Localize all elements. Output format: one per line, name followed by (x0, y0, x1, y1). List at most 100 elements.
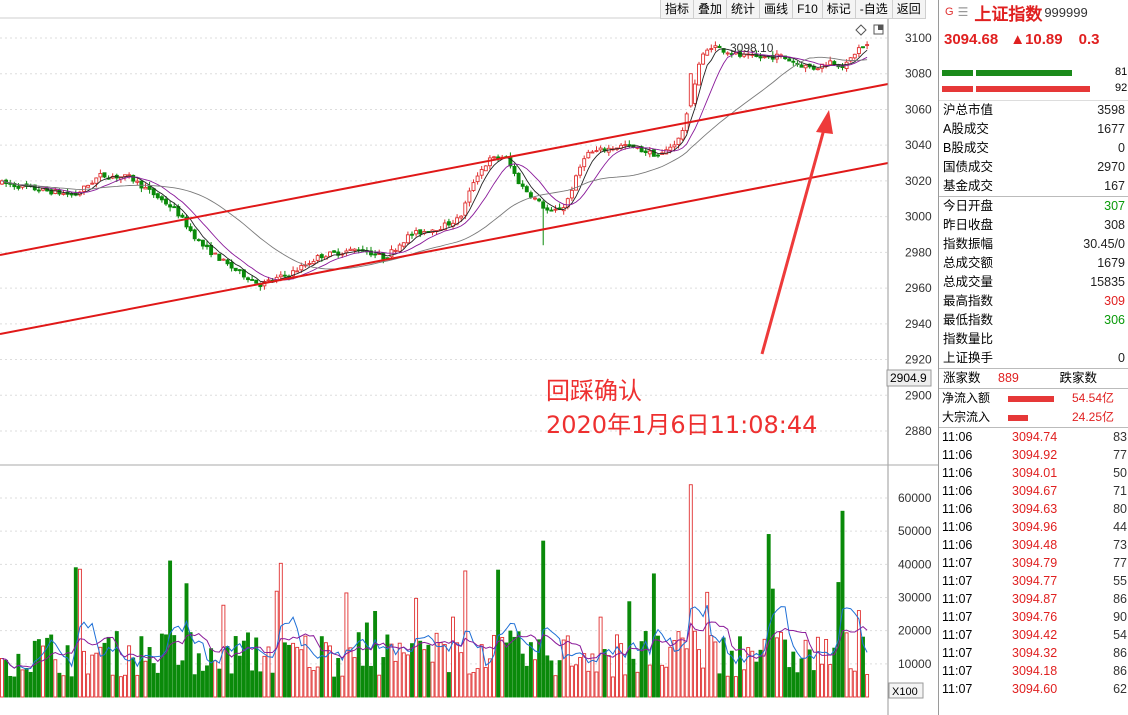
candle-down (373, 250, 378, 259)
candle-up (94, 177, 99, 188)
stat-value: 3598 (1097, 103, 1125, 117)
volume-bar-up (438, 642, 443, 698)
toolbar-back-button[interactable]: 返回 (893, 0, 926, 18)
volume-axis-label: 40000 (898, 557, 932, 571)
stat-value: 308 (1104, 218, 1125, 232)
candle-down (524, 184, 529, 193)
toolbar-overlay-button[interactable]: 叠加 (694, 0, 728, 18)
toolbar-mark-button[interactable]: 标记 (823, 0, 856, 18)
candle-up (668, 143, 673, 154)
net-inflow-row: 净流入额 54.54亿 (939, 388, 1128, 408)
volume-bar-up (90, 654, 95, 698)
volume-bar-down (106, 636, 111, 698)
tick-volume: 55 (1113, 574, 1127, 588)
candle-down (139, 180, 144, 193)
candle-up (697, 61, 701, 86)
volume-bar-down (832, 647, 837, 698)
candle-up (820, 63, 824, 73)
quote-header: G ☰ 上证指数 999999 (939, 0, 1128, 24)
volume-bar-up (475, 668, 480, 698)
diamond-icon[interactable] (855, 24, 867, 36)
candle-down (200, 239, 205, 250)
volume-bar-down (643, 631, 648, 698)
volume-bar-up (123, 674, 127, 698)
volume-bar-up (430, 661, 435, 698)
candle-down (168, 200, 173, 212)
stat-label: 指数振幅 (943, 237, 994, 251)
svg-text:X100: X100 (892, 686, 918, 698)
candle-down (791, 57, 796, 66)
candle-up (586, 149, 591, 159)
tick-price: 3094.87 (1012, 592, 1058, 606)
volume-bar-up (262, 655, 267, 698)
price-axis-label: 3000 (905, 210, 932, 224)
volume-bar-up (53, 659, 58, 698)
volume-bar-down (229, 673, 234, 698)
volume-bar-down (373, 610, 378, 698)
volume-bar-down (217, 668, 222, 698)
toolbar-remove-watchlist-button[interactable]: -自选 (856, 0, 893, 18)
tick-price: 3094.77 (1012, 574, 1058, 588)
candle-up (90, 180, 95, 185)
tick-time: 11:07 (942, 664, 973, 678)
candle-up (397, 242, 402, 253)
volume-bar-up (352, 657, 357, 698)
stat-row: A股成交 1677 (939, 120, 1128, 139)
toolbar-indicator-button[interactable]: 指标 (661, 0, 695, 18)
volume-bar-down (246, 632, 250, 698)
volume-bar-up (606, 655, 611, 698)
volume-bar-up (684, 648, 689, 698)
volume-bar-up (401, 652, 406, 698)
price-axis-label: 3100 (905, 31, 932, 45)
price-axis-label: 2960 (905, 281, 932, 295)
volume-bar-down (155, 672, 160, 698)
candle-up (299, 262, 304, 273)
toolbar-f10-button[interactable]: F10 (793, 0, 823, 18)
volume-bar-down (336, 658, 341, 698)
volume-bar-up (291, 642, 296, 698)
chart-canvas[interactable]: 3100 3080 3060 3040 3020 3000 2980 2960 2940 2920… (0, 0, 938, 715)
annotation-arrowhead (816, 110, 833, 134)
menu-icon[interactable]: ☰ (957, 5, 969, 19)
stat-label: 最低指数 (943, 313, 994, 327)
volume-bar-down (795, 672, 800, 698)
candle-down (196, 238, 201, 242)
volume-bar-up (533, 659, 537, 698)
net-inflow-value: 54.54亿 (1072, 391, 1115, 405)
candle-down (233, 267, 238, 272)
block-inflow-row: 大宗流入 24.25亿 (939, 408, 1128, 427)
stat-row: 昨日收盘 308 (939, 216, 1128, 235)
candle-up (701, 52, 706, 66)
tick-list[interactable]: 11:06 3094.74 83 11:06 3094.92 77 11:06 3094.01… (939, 427, 1128, 698)
ma5-line (1, 48, 868, 283)
price-axis-label: 2880 (905, 424, 932, 438)
volume-bar-up (574, 664, 578, 698)
stat-label: 总成交量 (943, 275, 994, 289)
volume-bar-down (721, 637, 726, 698)
volume-bar-up (619, 643, 624, 698)
candle-down (155, 192, 160, 200)
tick-volume: 86 (1113, 592, 1127, 606)
tick-time: 11:07 (942, 646, 973, 660)
volume-bar-down (200, 670, 205, 698)
volume-bar-up (561, 639, 566, 698)
toolbar-draw-button[interactable]: 画线 (760, 0, 794, 18)
volume-bars (0, 484, 870, 698)
tick-row: 11:07 3094.60 62 (939, 680, 1128, 698)
candle-up (479, 165, 484, 179)
window-toggle-icon[interactable] (873, 24, 884, 35)
volume-bar-down (196, 653, 201, 698)
candle-down (799, 63, 804, 68)
stat-value: 0 (1118, 141, 1125, 155)
tick-price: 3094.63 (1012, 502, 1058, 516)
volume-bar-up (295, 646, 300, 698)
volume-bar-down (549, 660, 554, 698)
stat-row: 总成交额 1679 (939, 254, 1128, 273)
toolbar-stats-button[interactable]: 统计 (727, 0, 761, 18)
candle-up (475, 172, 480, 185)
price-axis-label: 2900 (905, 388, 932, 402)
tick-price: 3094.76 (1012, 610, 1058, 624)
stat-value: 167 (1104, 179, 1125, 193)
volume-bar-down (188, 632, 193, 698)
volume-bar-up (733, 676, 738, 698)
